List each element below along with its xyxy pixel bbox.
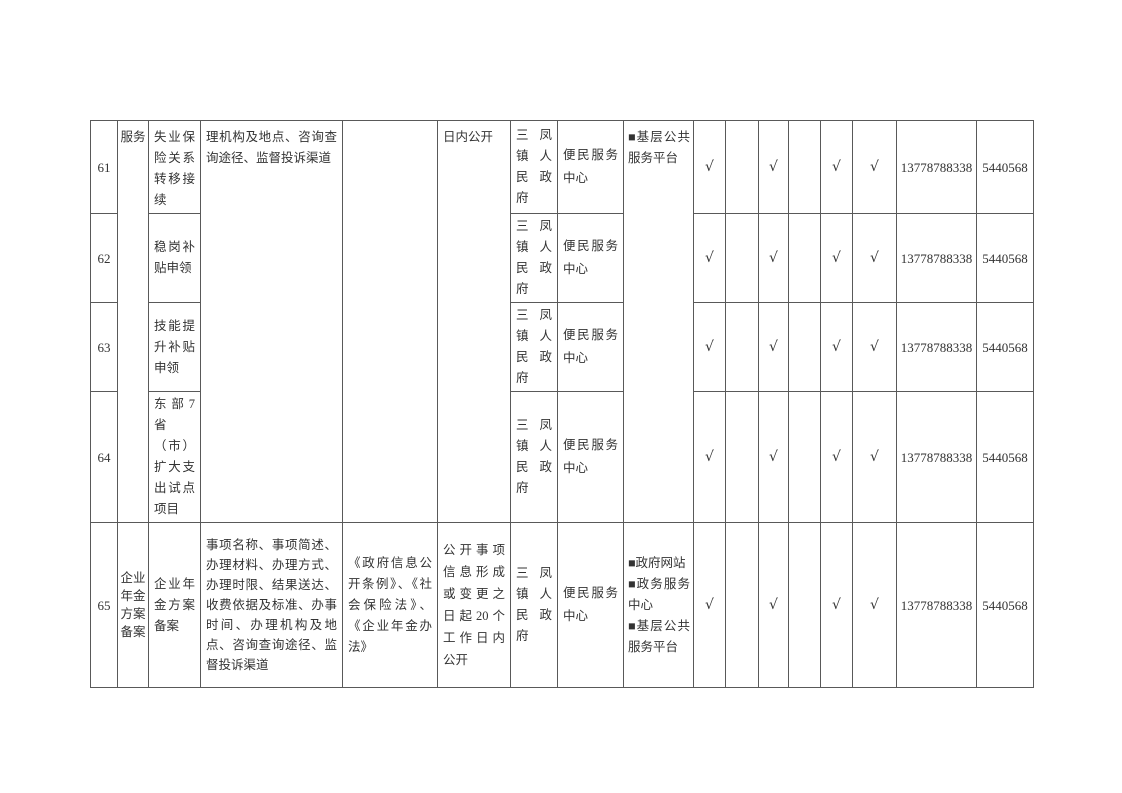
service-center-cell: 便民服务中心 [557, 120, 624, 214]
item-name-cell: 失业保险关系转移接续 [148, 120, 201, 214]
basis-cell [342, 120, 438, 523]
check-cell: √ [758, 213, 789, 303]
check-cell: √ [820, 391, 853, 523]
check-cell [788, 522, 821, 688]
check-cell: √ [820, 213, 853, 303]
check-cell [788, 391, 821, 523]
check-cell: √ [852, 391, 897, 523]
check-cell [788, 213, 821, 303]
row-number: 63 [90, 302, 118, 392]
check-cell: √ [693, 391, 726, 523]
item-name-cell: 稳岗补贴申领 [148, 213, 201, 303]
service-center-cell: 便民服务中心 [557, 213, 624, 303]
row-number: 64 [90, 391, 118, 523]
platform-item: ■基层公共服务平台 [628, 130, 690, 165]
check-cell: √ [693, 120, 726, 214]
table-row: 65 企业年金方案备案 企业年金方案备案 事项名称、事项简述、办理材料、办理方式… [90, 522, 1034, 688]
table-row: 61 服务 失业保险关系转移接续 理机构及地点、咨询查询途径、监督投诉渠道 日内… [90, 120, 1034, 523]
category-cell: 服务 [117, 120, 149, 523]
phone-cell: 13778788338 [896, 302, 977, 392]
content-cell: 理机构及地点、咨询查询途径、监督投诉渠道 [200, 120, 343, 523]
check-cell: √ [852, 302, 897, 392]
platform-item: ■政府网站 [628, 555, 686, 570]
platform-cell: ■基层公共服务平台 [623, 120, 694, 523]
basis-cell: 《政府信息公开条例》、《社会保险法》、《企业年金办法》 [342, 522, 438, 688]
check-cell [788, 120, 821, 214]
phone-cell: 13778788338 [896, 391, 977, 523]
check-cell [725, 120, 759, 214]
code-cell: 5440568 [976, 302, 1034, 392]
row-number: 65 [90, 522, 118, 688]
table-row: 63 技能提升补贴申领 三凤镇人民政府 便民服务中心 √ √ √ √ 13778… [90, 302, 1034, 392]
check-cell: √ [820, 302, 853, 392]
row-number: 61 [90, 120, 118, 214]
check-cell: √ [852, 213, 897, 303]
check-cell: √ [758, 302, 789, 392]
check-cell: √ [758, 391, 789, 523]
deadline-cell: 日内公开 [437, 120, 511, 523]
content-cell: 事项名称、事项简述、办理材料、办理方式、办理时限、结果送达、收费依据及标准、办事… [200, 522, 343, 688]
item-name-cell: 企业年金方案备案 [148, 522, 201, 688]
check-cell: √ [852, 522, 897, 688]
check-cell: √ [852, 120, 897, 214]
gov-cell: 三凤镇人民政府 [510, 522, 558, 688]
check-cell: √ [693, 302, 726, 392]
check-cell: √ [758, 120, 789, 214]
platform-item: ■政务服务中心 [628, 576, 690, 612]
check-cell [788, 302, 821, 392]
phone-cell: 13778788338 [896, 120, 977, 214]
item-name-cell: 技能提升补贴申领 [148, 302, 201, 392]
category-cell: 企业年金方案备案 [117, 522, 149, 688]
code-cell: 5440568 [976, 522, 1034, 688]
check-cell: √ [820, 120, 853, 214]
check-cell: √ [693, 213, 726, 303]
platform-cell: ■政府网站 ■政务服务中心 ■基层公共服务平台 [623, 522, 694, 688]
item-name-cell: 东部7省（市）扩大支出试点项目 [148, 391, 201, 523]
gov-cell: 三凤镇人民政府 [510, 213, 558, 303]
code-cell: 5440568 [976, 120, 1034, 214]
check-cell: √ [758, 522, 789, 688]
check-cell [725, 302, 759, 392]
phone-cell: 13778788338 [896, 213, 977, 303]
code-cell: 5440568 [976, 213, 1034, 303]
platform-item: ■基层公共服务平台 [628, 618, 690, 654]
gov-cell: 三凤镇人民政府 [510, 302, 558, 392]
check-cell [725, 522, 759, 688]
check-cell: √ [693, 522, 726, 688]
row-number: 62 [90, 213, 118, 303]
gov-cell: 三凤镇人民政府 [510, 391, 558, 523]
check-cell [725, 213, 759, 303]
check-cell [725, 391, 759, 523]
service-center-cell: 便民服务中心 [557, 522, 624, 688]
code-cell: 5440568 [976, 391, 1034, 523]
service-center-cell: 便民服务中心 [557, 302, 624, 392]
deadline-cell: 公开事项信息形成或变更之日起20个工作日内公开 [437, 522, 511, 688]
gov-cell: 三凤镇人民政府 [510, 120, 558, 214]
phone-cell: 13778788338 [896, 522, 977, 688]
services-table: 61 服务 失业保险关系转移接续 理机构及地点、咨询查询途径、监督投诉渠道 日内… [90, 120, 1034, 688]
check-cell: √ [820, 522, 853, 688]
service-center-cell: 便民服务中心 [557, 391, 624, 523]
table-row: 62 稳岗补贴申领 三凤镇人民政府 便民服务中心 √ √ √ √ 1377878… [90, 213, 1034, 303]
table-row: 64 东部7省（市）扩大支出试点项目 三凤镇人民政府 便民服务中心 √ √ √ … [90, 391, 1034, 523]
